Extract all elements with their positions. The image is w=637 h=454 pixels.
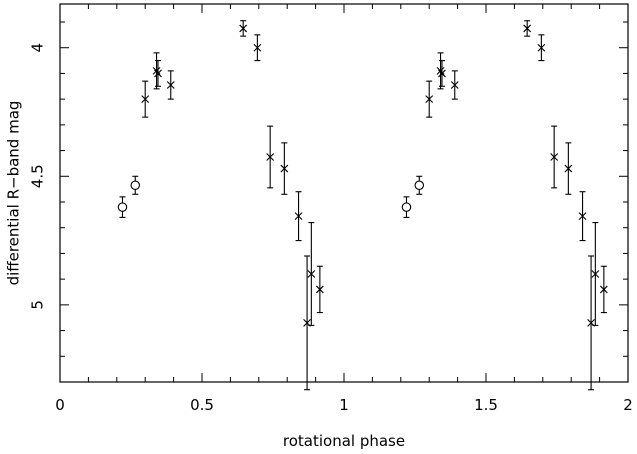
tick-labels: 0 0.5 1 1.5 2 4 4.5 5 [29,43,633,414]
x-axis-label: rotational phase [283,432,405,450]
y-tick-label: 4 [29,43,47,53]
cross-marker [154,69,162,78]
x-tick-label: 1 [339,396,349,414]
cross-marker [280,164,289,173]
y-tick-label: 5 [29,300,47,310]
cross-marker [239,24,248,33]
cross-marker [438,69,446,78]
x-tick-label: 1.5 [474,396,498,414]
cross-marker [303,318,311,327]
cross-marker [450,81,459,89]
x-tick-label: 0.5 [190,396,214,414]
tick-marks [59,4,629,383]
cross-marker [266,153,275,161]
circle-marker [130,180,141,191]
y-axis-label: differential R−band mag [5,101,23,286]
cross-marker [315,285,324,294]
cross-marker [166,81,175,89]
circle-marker [401,202,412,212]
cross-marker [537,43,546,52]
cross-marker [523,24,532,33]
cross-marker [599,285,608,294]
cross-marker [591,270,600,278]
error-bars [119,20,607,391]
data-markers [117,24,608,327]
circle-marker [414,180,425,191]
cross-marker [587,318,595,327]
cross-marker [578,212,587,221]
x-tick-label: 2 [623,396,633,414]
circle-marker [117,202,128,212]
y-tick-label: 4.5 [29,164,47,188]
cross-marker [141,95,150,104]
cross-marker [307,270,316,278]
cross-marker [550,153,559,161]
cross-marker [564,164,573,173]
cross-marker [425,95,434,104]
cross-marker [253,43,262,52]
x-tick-label: 0 [55,396,65,414]
cross-marker [294,212,303,221]
